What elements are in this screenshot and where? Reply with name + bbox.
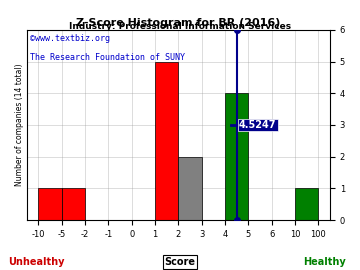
Bar <box>178 157 202 220</box>
Bar <box>155 62 178 220</box>
Text: Score: Score <box>165 257 195 267</box>
Text: Unhealthy: Unhealthy <box>8 257 64 267</box>
Text: Industry: Professional Information Services: Industry: Professional Information Servi… <box>69 22 291 31</box>
Text: Healthy: Healthy <box>303 257 345 267</box>
Bar <box>225 93 248 220</box>
Text: 4.5247: 4.5247 <box>239 120 276 130</box>
Bar <box>295 188 318 220</box>
Text: ©www.textbiz.org: ©www.textbiz.org <box>30 34 110 43</box>
Bar <box>39 188 62 220</box>
Text: The Research Foundation of SUNY: The Research Foundation of SUNY <box>30 53 185 62</box>
Bar <box>62 188 85 220</box>
Y-axis label: Number of companies (14 total): Number of companies (14 total) <box>15 64 24 186</box>
Title: Z-Score Histogram for BR (2016): Z-Score Histogram for BR (2016) <box>76 18 280 28</box>
